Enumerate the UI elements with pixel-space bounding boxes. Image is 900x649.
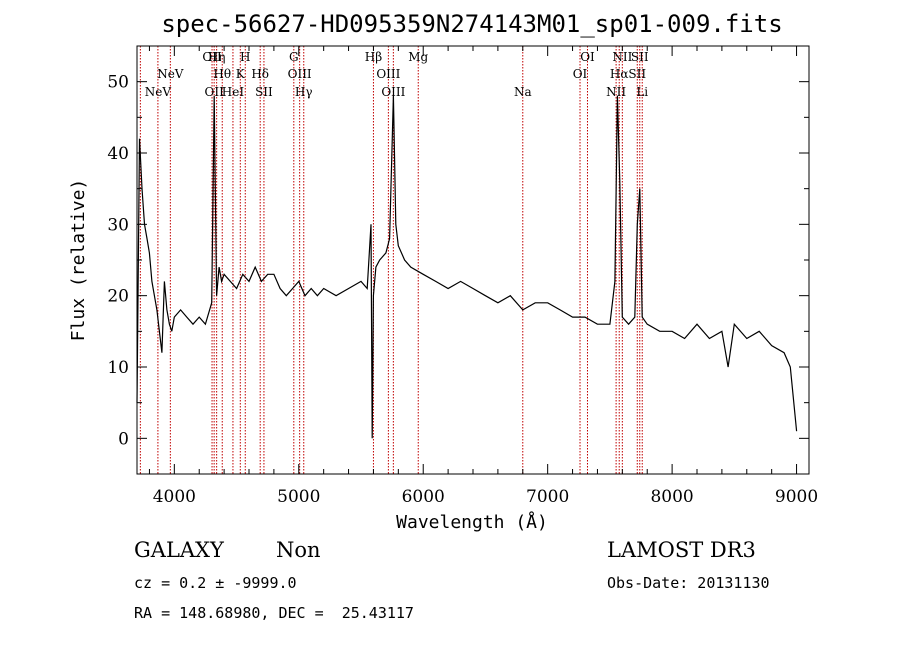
emission-line-label: HeI <box>222 85 245 99</box>
emission-line-label: Li <box>636 85 648 99</box>
emission-line-label: OI <box>573 67 588 81</box>
spectrum-line <box>136 95 798 439</box>
x-tick-label: 5000 <box>277 487 320 507</box>
y-tick-label: 0 <box>118 429 129 449</box>
emission-line-label: Hβ <box>365 50 382 64</box>
coordinates-text: RA = 148.68980, DEC = 25.43117 <box>134 604 414 622</box>
emission-line-label: Hα <box>610 67 629 81</box>
x-tick-label: 8000 <box>650 487 693 507</box>
y-tick-label: 10 <box>107 358 129 378</box>
emission-line-label: SII <box>628 67 646 81</box>
emission-line-label: Hδ <box>251 67 269 81</box>
y-tick-label: 40 <box>107 144 129 164</box>
emission-line-label: Hη <box>208 50 226 64</box>
emission-line-label: Mg <box>408 50 428 64</box>
x-tick-label: 7000 <box>526 487 569 507</box>
emission-line-label: Hγ <box>295 85 313 99</box>
x-tick-label: 4000 <box>153 487 196 507</box>
emission-line-label: OIII <box>376 67 400 81</box>
emission-line-label: NeV <box>145 85 172 99</box>
chart-title: spec-56627-HD095359N274143M01_sp01-009.f… <box>161 10 782 38</box>
emission-line-label: Hθ <box>213 67 231 81</box>
x-axis-label: Wavelength (Å) <box>396 511 548 533</box>
y-axis-label: Flux (relative) <box>68 179 89 342</box>
x-axis-ticks: 4000 5000 6000 7000 8000 9000 <box>148 46 818 507</box>
object-class: GALAXY <box>134 538 224 562</box>
object-subclass: Non <box>276 538 321 562</box>
x-tick-label: 9000 <box>775 487 818 507</box>
emission-line-label: OIII <box>288 67 312 81</box>
survey-name: LAMOST DR3 <box>607 538 756 562</box>
emission-line-labels: NeVNeVOIIOIIHηHθHeIKHHδSIIGOIIIHγHβOIIIO… <box>145 50 649 99</box>
emission-line-label: OI <box>580 50 595 64</box>
emission-line-label: SII <box>631 50 649 64</box>
emission-line-label: H <box>240 50 250 64</box>
y-tick-label: 50 <box>107 73 129 93</box>
x-tick-label: 6000 <box>402 487 445 507</box>
emission-line-label: NII <box>606 85 626 99</box>
emission-line-label: OII <box>202 50 222 64</box>
y-axis-ticks: 0 10 20 30 40 50 <box>107 45 809 475</box>
emission-line-label: G <box>289 50 299 64</box>
emission-line-label: NeV <box>157 67 184 81</box>
obs-date: Obs-Date: 20131130 <box>607 574 770 592</box>
emission-line-label: K <box>236 67 246 81</box>
plot-frame <box>136 45 810 475</box>
emission-line-label: OII <box>204 85 224 99</box>
redshift-text: cz = 0.2 ± -9999.0 <box>134 574 297 592</box>
spectrum-series <box>136 95 798 439</box>
emission-line-label: SII <box>255 85 273 99</box>
emission-line-label: NII <box>612 50 632 64</box>
emission-line-label: OIII <box>381 85 405 99</box>
y-tick-label: 20 <box>107 287 129 307</box>
emission-line-label: Na <box>514 85 532 99</box>
y-tick-label: 30 <box>107 215 129 235</box>
